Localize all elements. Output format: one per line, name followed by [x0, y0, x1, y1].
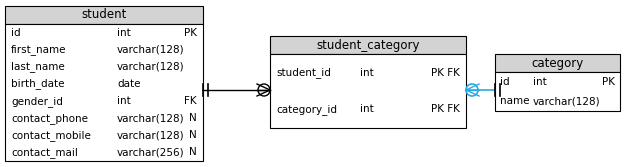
Text: date: date [117, 79, 141, 89]
Text: int: int [533, 77, 547, 87]
Text: varchar(128): varchar(128) [117, 130, 184, 140]
Text: FK: FK [184, 96, 197, 106]
Text: varchar(256): varchar(256) [117, 147, 184, 157]
Text: contact_mobile: contact_mobile [11, 130, 91, 141]
Text: int: int [360, 105, 374, 115]
Bar [5, 6, 203, 24]
Text: contact_mail: contact_mail [11, 147, 78, 158]
Text: PK FK: PK FK [431, 105, 460, 115]
Text: student_id: student_id [276, 67, 331, 78]
Text: last_name: last_name [11, 61, 65, 72]
Text: name: name [500, 96, 529, 106]
Text: N: N [189, 147, 197, 157]
Text: int: int [117, 28, 131, 38]
Text: varchar(128): varchar(128) [117, 113, 184, 123]
Text: N: N [189, 113, 197, 123]
Text: PK: PK [184, 28, 197, 38]
Text: id: id [500, 77, 509, 87]
Text: int: int [360, 67, 374, 77]
Text: int: int [117, 96, 131, 106]
Text: varchar(128): varchar(128) [533, 96, 601, 106]
Text: birth_date: birth_date [11, 78, 64, 89]
Bar [5, 24, 203, 161]
Text: category_id: category_id [276, 104, 337, 115]
Text: varchar(128): varchar(128) [117, 62, 184, 72]
Text: gender_id: gender_id [11, 96, 63, 107]
Text: PK FK: PK FK [431, 67, 460, 77]
Bar [270, 36, 466, 54]
Bar [270, 54, 466, 128]
Text: first_name: first_name [11, 44, 66, 55]
Text: N: N [189, 130, 197, 140]
Text: id: id [11, 28, 21, 38]
Text: PK: PK [602, 77, 615, 87]
Bar [495, 72, 620, 111]
Text: varchar(128): varchar(128) [117, 45, 184, 55]
Text: student_category: student_category [316, 39, 420, 51]
Text: contact_phone: contact_phone [11, 113, 88, 124]
Text: category: category [531, 56, 584, 69]
Text: student: student [81, 9, 127, 22]
Bar [495, 54, 620, 72]
